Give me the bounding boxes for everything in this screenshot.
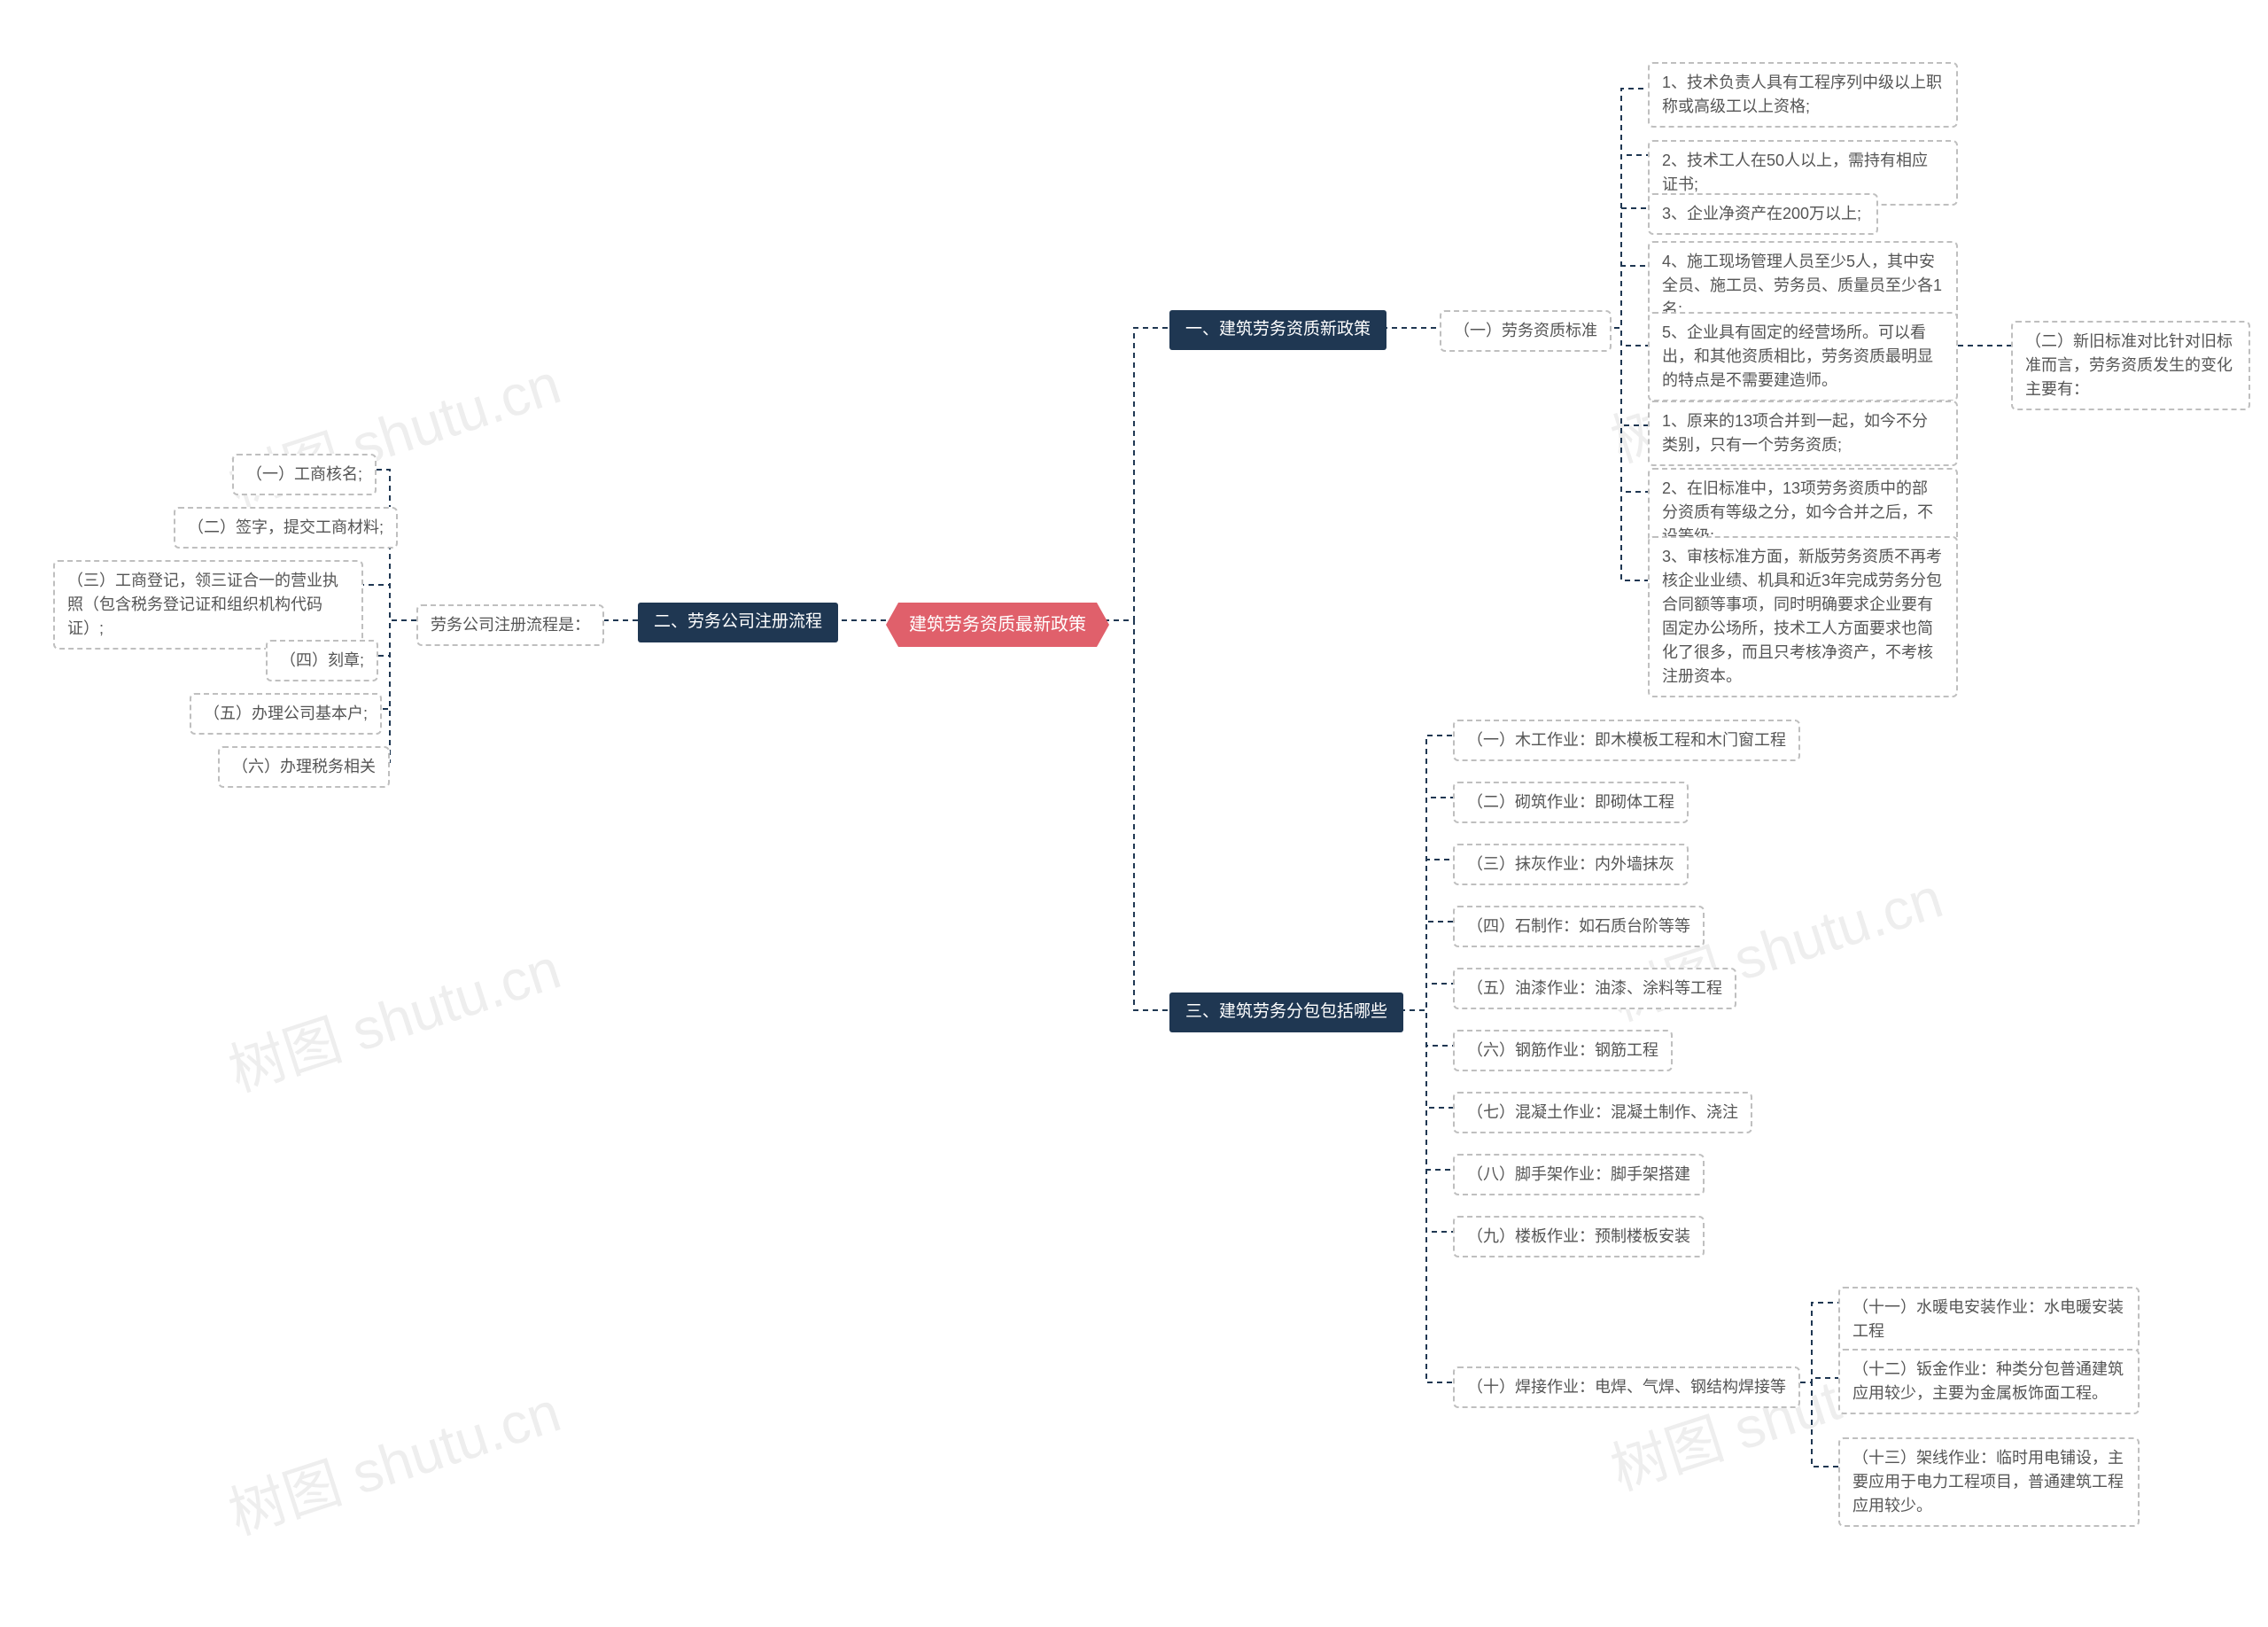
b2-leaf[interactable]: （四）刻章; (266, 640, 378, 681)
b3-leaf[interactable]: （六）钢筋作业：钢筋工程 (1453, 1030, 1673, 1071)
branch-2[interactable]: 二、劳务公司注册流程 (638, 603, 838, 642)
b2-mid[interactable]: 劳务公司注册流程是： (416, 604, 604, 646)
b1-leaf[interactable]: 3、审核标准方面，新版劳务资质不再考核企业业绩、机具和近3年完成劳务分包合同额等… (1648, 536, 1958, 697)
b2-leaf[interactable]: （一）工商核名; (232, 454, 377, 495)
b3-leaf[interactable]: （七）混凝土作业：混凝土制作、浇注 (1453, 1092, 1752, 1133)
b1-leaf[interactable]: 1、技术负责人具有工程序列中级以上职称或高级工以上资格; (1648, 62, 1958, 128)
b2-leaf[interactable]: （六）办理税务相关 (218, 746, 390, 788)
b1-leaf[interactable]: 5、企业具有固定的经营场所。可以看出，和其他资质相比，劳务资质最明显的特点是不需… (1648, 312, 1958, 401)
b3-leaf[interactable]: （九）楼板作业：预制楼板安装 (1453, 1216, 1705, 1257)
b2-leaf[interactable]: （五）办理公司基本户; (190, 693, 382, 735)
root-node[interactable]: 建筑劳务资质最新政策 (886, 603, 1109, 647)
b3-leaf[interactable]: （一）木工作业：即木模板工程和木门窗工程 (1453, 720, 1800, 761)
b3-leaf[interactable]: （八）脚手架作业：脚手架搭建 (1453, 1154, 1705, 1195)
b1-leaf[interactable]: 3、企业净资产在200万以上; (1648, 193, 1878, 235)
b3-leaf[interactable]: （三）抹灰作业：内外墙抹灰 (1453, 844, 1689, 885)
branch-1[interactable]: 一、建筑劳务资质新政策 (1169, 310, 1386, 350)
b3-leaf[interactable]: （四）石制作：如石质台阶等等 (1453, 906, 1705, 947)
b3-sub-leaf[interactable]: （十三）架线作业：临时用电铺设，主要应用于电力工程项目，普通建筑工程应用较少。 (1838, 1437, 2140, 1527)
b3-sub-leaf[interactable]: （十一）水暖电安装作业：水电暖安装工程 (1838, 1287, 2140, 1352)
b3-sub-leaf[interactable]: （十二）钣金作业：种类分包普通建筑应用较少，主要为金属板饰面工程。 (1838, 1349, 2140, 1414)
branch-3[interactable]: 三、建筑劳务分包包括哪些 (1169, 993, 1403, 1032)
b3-leaf[interactable]: （五）油漆作业：油漆、涂料等工程 (1453, 968, 1736, 1009)
b2-leaf[interactable]: （二）签字，提交工商材料; (174, 507, 398, 549)
b1-leaf[interactable]: 1、原来的13项合并到一起，如今不分类别，只有一个劳务资质; (1648, 401, 1958, 466)
b3-leaf[interactable]: （二）砌筑作业：即砌体工程 (1453, 782, 1689, 823)
b1-right-note[interactable]: （二）新旧标准对比针对旧标准而言，劳务资质发生的变化主要有： (2011, 321, 2250, 410)
b1-mid[interactable]: （一）劳务资质标准 (1440, 310, 1612, 352)
b2-leaf[interactable]: （三）工商登记，领三证合一的营业执照（包含税务登记证和组织机构代码证）; (53, 560, 363, 650)
watermark: 树图 shutu.cn (217, 1366, 569, 1550)
b3-leaf[interactable]: （十）焊接作业：电焊、气焊、钢结构焊接等 (1453, 1366, 1800, 1408)
watermark: 树图 shutu.cn (217, 923, 569, 1107)
